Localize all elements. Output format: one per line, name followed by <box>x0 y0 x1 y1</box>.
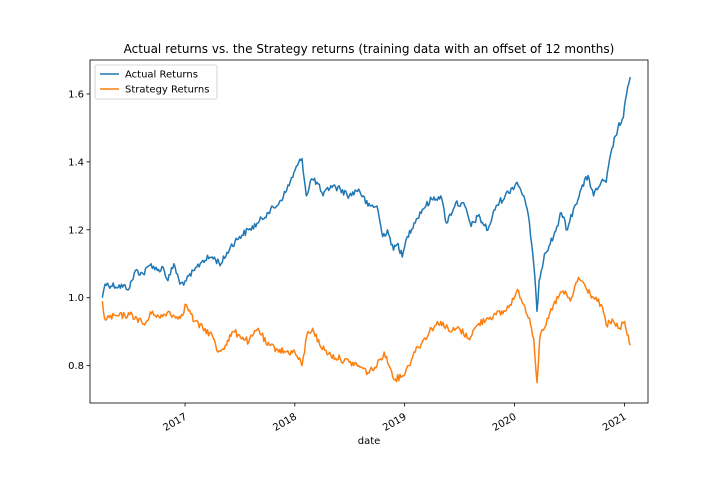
x-tick-label: 2017 <box>162 412 190 434</box>
y-tick-label: 1.0 <box>68 293 84 304</box>
y-tick-label: 1.4 <box>68 157 84 168</box>
y-tick-label: 0.8 <box>68 361 84 372</box>
legend-label: Actual Returns <box>125 70 198 81</box>
chart-title: Actual returns vs. the Strategy returns … <box>124 42 615 56</box>
series-line-actual-returns <box>101 76 631 313</box>
y-tick-label: 1.2 <box>68 225 84 236</box>
legend: Actual Returns Strategy Returns <box>94 64 218 100</box>
x-tick-label: 2020 <box>491 412 519 434</box>
y-tick-label: 1.6 <box>68 89 84 100</box>
plot-frame <box>89 59 649 404</box>
x-tick-label: 2019 <box>381 412 409 434</box>
legend-box <box>94 64 218 100</box>
series-line-strategy-returns <box>101 276 631 384</box>
plot-area: 0.8 1.0 1.2 1.4 1.6 2017 2018 2019 2020 2021 <box>68 59 649 434</box>
x-tick-label: 2021 <box>601 412 629 434</box>
x-tick-label: 2018 <box>271 412 299 434</box>
x-axis-label: date <box>358 436 381 447</box>
legend-label: Strategy Returns <box>125 85 209 96</box>
